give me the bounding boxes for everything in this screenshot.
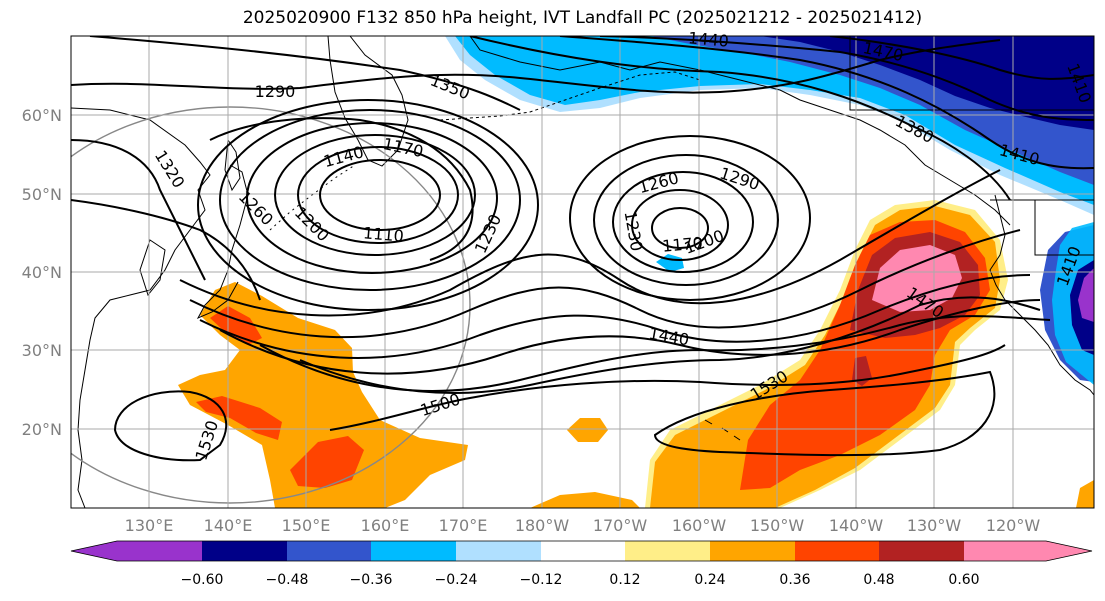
contour-1110	[319, 159, 441, 231]
lon-tick-label: 160°E	[361, 516, 410, 535]
contour-1410-north	[559, 36, 1094, 170]
contour-1170-west	[274, 134, 476, 256]
coastline-asia	[71, 107, 211, 508]
contour-1260-west	[71, 199, 261, 301]
colorbar-tick-label: 0.36	[779, 572, 810, 588]
contour-1440-north	[599, 36, 1094, 121]
contour-1470-north	[829, 36, 1094, 80]
ivt-shade-red-west-east	[290, 436, 364, 488]
colorbar-high-extension	[1046, 541, 1092, 561]
lat-tick-label: 50°N	[22, 185, 62, 204]
great-circle	[71, 106, 471, 504]
contour-1200-east	[631, 189, 729, 261]
contour-1530-east	[653, 370, 996, 457]
colorbar-segment	[371, 541, 456, 561]
colorbar-tick-label: 0.24	[694, 572, 725, 588]
contour-1200-west	[209, 117, 474, 261]
coastline-sakhalin	[224, 138, 241, 192]
lon-tick-label: 160°W	[672, 516, 727, 535]
coastline-korea	[139, 239, 166, 297]
contour-1500	[329, 344, 1006, 431]
ivt-shade-orange-south	[530, 492, 640, 508]
colorbar-segment	[117, 541, 202, 561]
contour-1230-east	[612, 171, 754, 273]
contour-1350	[89, 36, 521, 111]
contour-1320	[71, 139, 206, 281]
colorbar-tick-label: 0.12	[609, 572, 640, 588]
ivt-shade-orange-small	[567, 418, 608, 442]
colorbar-tick-label: 0.48	[863, 572, 894, 588]
lon-tick-label: 130°W	[907, 516, 962, 535]
coastline-kamchatka	[327, 36, 409, 167]
colorbar: −0.60 −0.48 −0.36 −0.24 −0.12 0.12 0.24 …	[70, 540, 1093, 588]
longitude-tick-labels: 130°E 140°E 150°E 160°E 170°E 180°W 170°…	[125, 516, 1041, 535]
ivt-shade-orange-corner	[1076, 480, 1094, 508]
contour-1230-west	[219, 109, 521, 291]
contour-1290-east	[569, 135, 811, 301]
colorbar-low-extension	[71, 541, 117, 561]
colorbar-tick-label: −0.60	[181, 572, 224, 588]
lon-tick-label: 170°W	[593, 516, 648, 535]
contour-label: 1110	[362, 223, 404, 245]
colorbar-segment	[287, 541, 371, 561]
lon-tick-label: 120°W	[986, 516, 1041, 535]
ivt-shade-pink-east	[872, 245, 962, 312]
colorbar-segment	[625, 541, 710, 561]
ivt-shade-navy	[760, 36, 1094, 130]
contour-label: 1290	[255, 82, 296, 101]
contour-1380	[469, 36, 1011, 201]
colorbar-segment	[795, 541, 879, 561]
lon-tick-label: 170°E	[439, 516, 488, 535]
contour-1260-east	[593, 154, 779, 286]
lat-tick-label: 40°N	[22, 263, 62, 282]
colorbar-segment	[710, 541, 795, 561]
coastline-aleutians	[439, 71, 701, 121]
ivt-positive-field	[178, 200, 1094, 508]
colorbar-segment	[456, 541, 541, 561]
contour-1260-west-ring	[197, 99, 539, 311]
lon-tick-label: 140°W	[829, 516, 884, 535]
contour-1320-middle	[179, 169, 1001, 317]
ivt-shade-red-west-north	[210, 306, 262, 345]
map-frame	[70, 35, 1095, 509]
lat-tick-label: 60°N	[22, 106, 62, 125]
colorbar-tick-label: 0.60	[948, 572, 979, 588]
contour-1380-middle	[199, 274, 1031, 359]
contour-1170-east	[651, 207, 709, 249]
height-contours	[71, 36, 1094, 462]
colorbar-segment	[202, 541, 287, 561]
colorbar-outline	[70, 540, 1093, 562]
coastline-border	[990, 199, 1094, 256]
lat-tick-label: 30°N	[22, 341, 62, 360]
lon-tick-label: 180°W	[515, 516, 570, 535]
contour-1140	[297, 146, 459, 244]
map-title: 2025020900 F132 850 hPa height, IVT Land…	[242, 8, 923, 28]
latitude-tick-labels: 20°N 30°N 40°N 50°N 60°N	[22, 106, 62, 439]
contour-1350-middle	[189, 229, 1021, 339]
contour-1470-middle	[299, 296, 1041, 394]
ivt-shade-purple-coast	[1078, 268, 1094, 322]
lon-tick-label: 150°E	[282, 516, 331, 535]
colorbar-tick-label: −0.36	[350, 572, 393, 588]
colorbar-segment	[879, 541, 964, 561]
colorbar-segment	[541, 541, 625, 561]
lon-tick-label: 150°W	[750, 516, 805, 535]
lat-tick-label: 20°N	[22, 420, 62, 439]
contour-label: 1440	[687, 28, 729, 50]
lon-tick-label: 130°E	[125, 516, 174, 535]
coastlines	[71, 36, 1094, 508]
contour-1530-west	[113, 390, 228, 462]
lon-tick-label: 140°E	[204, 516, 253, 535]
colorbar-tick-label: −0.24	[435, 572, 478, 588]
contour-1200-west-ring	[246, 122, 498, 274]
contour-label: 1170	[661, 233, 703, 255]
coastline-alaska	[469, 36, 1011, 226]
map-plot-area	[71, 36, 1094, 508]
coastline-kurils	[269, 164, 356, 231]
colorbar-tick-label: −0.12	[520, 572, 563, 588]
colorbar-segment	[964, 541, 1046, 561]
colorbar-tick-label: −0.48	[266, 572, 309, 588]
